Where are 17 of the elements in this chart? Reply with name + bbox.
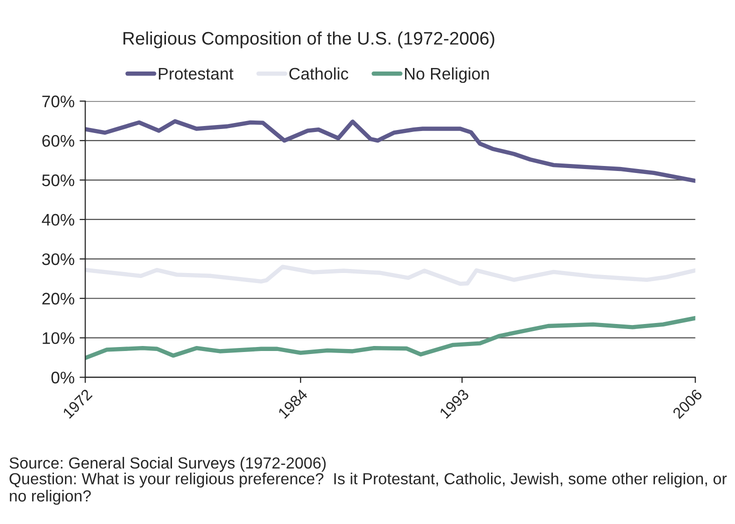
source-note: Source: General Social Surveys (1972-2006) — [10, 456, 326, 472]
chart-title: Religious Composition of the U.S. (1972-2006) — [124, 31, 494, 48]
y-tick-label: 20% — [42, 292, 74, 305]
line-series — [85, 119, 696, 183]
y-tick-label: 40% — [42, 214, 74, 226]
y-tick-label: 70% — [42, 96, 74, 108]
y-tick-label: 60% — [42, 134, 74, 147]
y-tick-label: 10% — [42, 332, 74, 344]
y-tick-label: 0% — [51, 372, 74, 384]
line-series — [85, 264, 696, 286]
y-tick-label: 30% — [42, 253, 74, 266]
line-series — [85, 316, 696, 360]
text: Question: What is your religious preference? Is it Protestant, Catholic, Jewish, some other religion, or no religion? — [10, 472, 727, 505]
legend-label: Protestant — [158, 68, 234, 80]
legend-label: Catholic — [289, 67, 348, 80]
legend-label: No Religion — [405, 67, 489, 83]
y-tick-label: 50% — [42, 174, 74, 186]
